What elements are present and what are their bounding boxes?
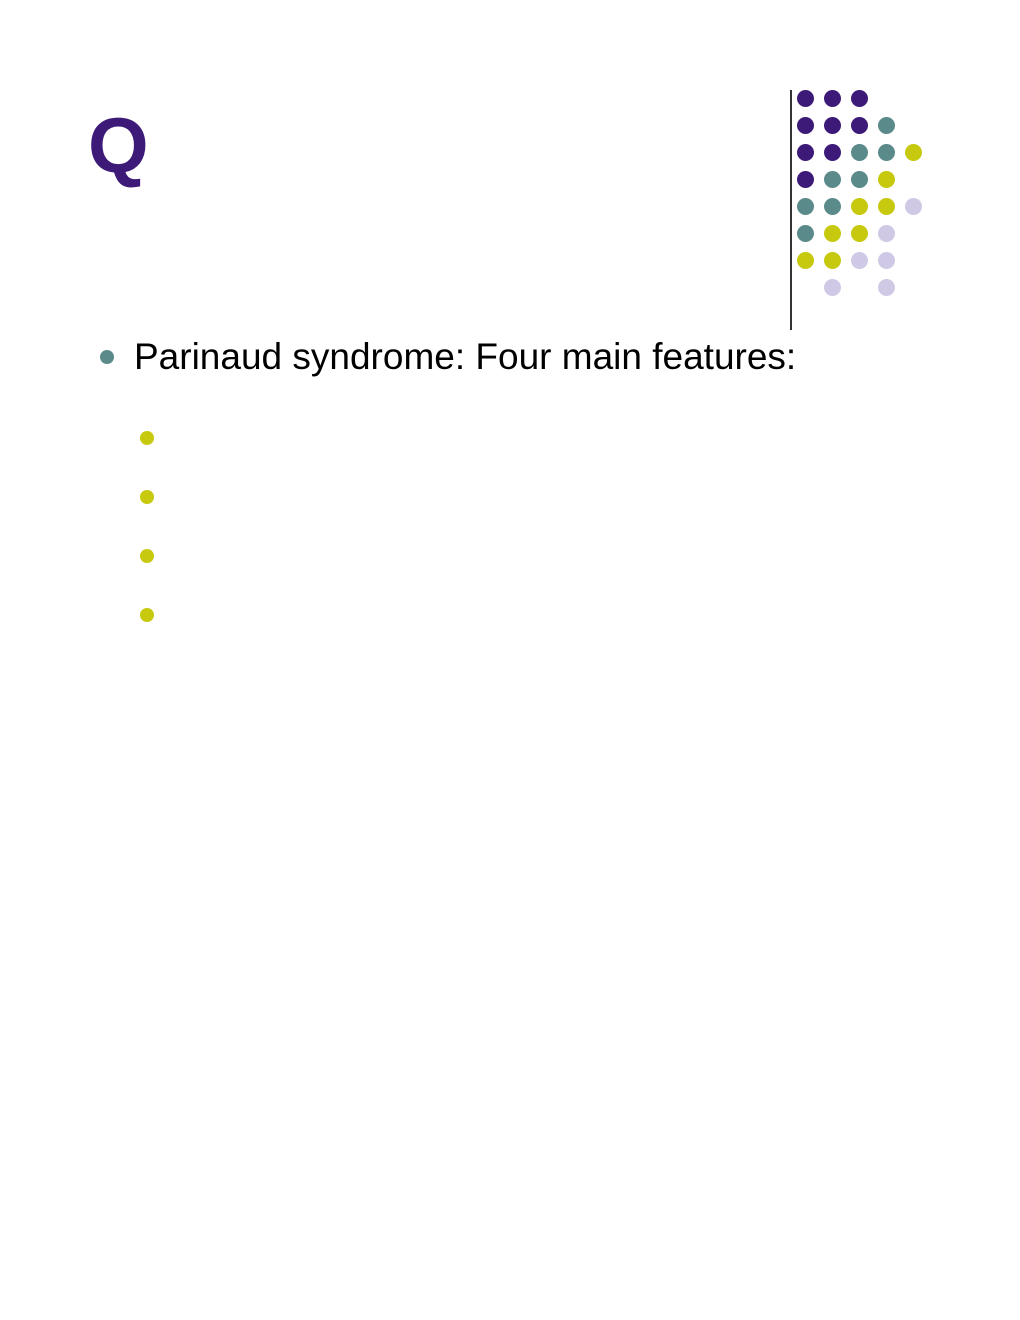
bullet-marker-icon xyxy=(140,608,154,622)
dot-icon xyxy=(878,198,895,215)
dot-icon xyxy=(797,198,814,215)
dot-icon xyxy=(824,90,841,107)
dot-icon xyxy=(878,144,895,161)
dot-icon xyxy=(905,117,922,134)
dot-row xyxy=(797,252,922,269)
dot-icon xyxy=(878,225,895,242)
bullet-marker-icon xyxy=(100,350,114,364)
dot-icon xyxy=(824,144,841,161)
bullet-marker-icon xyxy=(140,431,154,445)
dot-icon xyxy=(824,279,841,296)
sub-bullet-item xyxy=(140,526,154,585)
dot-icon xyxy=(851,252,868,269)
dot-icon xyxy=(797,171,814,188)
vertical-divider xyxy=(790,90,792,330)
dot-icon xyxy=(797,144,814,161)
dot-icon xyxy=(878,171,895,188)
dot-icon xyxy=(797,279,814,296)
dot-row xyxy=(797,279,922,296)
dot-icon xyxy=(851,144,868,161)
dot-icon xyxy=(797,117,814,134)
slide: Q Parinaud syndrome: Four main features: xyxy=(0,0,1020,1320)
dot-icon xyxy=(905,252,922,269)
dot-icon xyxy=(797,252,814,269)
dot-icon xyxy=(878,117,895,134)
sub-bullet-list xyxy=(140,408,154,644)
dot-row xyxy=(797,144,922,161)
dot-row xyxy=(797,171,922,188)
slide-title: Q xyxy=(88,100,149,191)
dot-icon xyxy=(905,225,922,242)
dot-icon xyxy=(851,279,868,296)
main-bullet-text: Parinaud syndrome: Four main features: xyxy=(134,335,796,379)
dot-icon xyxy=(797,90,814,107)
dot-icon xyxy=(878,252,895,269)
dot-icon xyxy=(851,90,868,107)
decorative-dot-pattern xyxy=(797,90,922,306)
dot-icon xyxy=(824,225,841,242)
sub-bullet-item xyxy=(140,467,154,526)
dot-icon xyxy=(824,198,841,215)
dot-icon xyxy=(851,225,868,242)
dot-row xyxy=(797,90,922,107)
dot-icon xyxy=(824,171,841,188)
dot-row xyxy=(797,225,922,242)
dot-icon xyxy=(878,279,895,296)
main-bullet-row: Parinaud syndrome: Four main features: xyxy=(100,335,796,379)
dot-icon xyxy=(851,171,868,188)
dot-icon xyxy=(851,198,868,215)
dot-icon xyxy=(824,252,841,269)
dot-icon xyxy=(905,279,922,296)
dot-icon xyxy=(851,117,868,134)
dot-icon xyxy=(878,90,895,107)
sub-bullet-item xyxy=(140,408,154,467)
dot-icon xyxy=(905,144,922,161)
dot-row xyxy=(797,198,922,215)
dot-icon xyxy=(797,225,814,242)
bullet-marker-icon xyxy=(140,549,154,563)
dot-icon xyxy=(824,117,841,134)
dot-icon xyxy=(905,198,922,215)
dot-row xyxy=(797,117,922,134)
dot-icon xyxy=(905,171,922,188)
bullet-marker-icon xyxy=(140,490,154,504)
sub-bullet-item xyxy=(140,585,154,644)
dot-icon xyxy=(905,90,922,107)
